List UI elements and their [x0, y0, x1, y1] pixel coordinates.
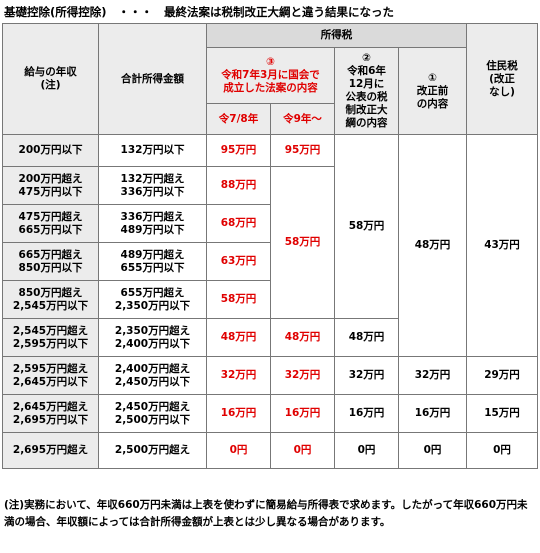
col1-cell: 16万円	[398, 394, 467, 433]
total-income-cell: 2,350万円超え 2,400万円以下	[98, 318, 207, 357]
table-row: 2,645万円超え 2,695万円以下 2,450万円超え 2,500万円以下 …	[2, 394, 538, 433]
resident-cell: 0円	[466, 432, 538, 469]
total-income-cell: 2,450万円超え 2,500万円以下	[98, 394, 207, 433]
total-income-cell: 2,500万円超え	[98, 432, 207, 469]
col3a-cell: 0円	[206, 432, 271, 469]
col3a-cell: 95万円	[206, 134, 271, 167]
col3b-cell: 16万円	[270, 394, 335, 433]
col3b-cell: 0円	[270, 432, 335, 469]
resident-cell: 29万円	[466, 356, 538, 395]
col2-cell: 0円	[334, 432, 399, 469]
col1-cell: 32万円	[398, 356, 467, 395]
table-row: 2,595万円超え 2,645万円以下 2,400万円超え 2,450万円以下 …	[2, 356, 538, 395]
col3b-cell: 48万円	[270, 318, 335, 357]
basic-deduction-table: 給与の年収 (注) 合計所得金額 所得税 住民税 (改正 なし) ③ 令和7年3…	[2, 23, 538, 469]
total-income-cell: 132万円超え 336万円以下	[98, 166, 207, 205]
table-row: 200万円超え 475万円以下 132万円超え 336万円以下 88万円 58万…	[2, 166, 538, 319]
income-cell: 475万円超え 665万円以下	[2, 204, 99, 243]
table-row: 200万円以下 132万円以下 95万円 95万円 58万円 48万円 43万円	[2, 134, 538, 357]
total-income-cell: 2,400万円超え 2,450万円以下	[98, 356, 207, 395]
income-cell: 200万円以下	[2, 134, 99, 167]
header-col3b: 令9年～	[270, 103, 335, 135]
col3b-cell: 95万円	[270, 134, 335, 167]
table-row: 850万円超え 2,545万円以下 655万円超え 2,350万円以下 58万円	[2, 280, 538, 319]
resident-cell: 15万円	[466, 394, 538, 433]
income-cell: 850万円超え 2,545万円以下	[2, 280, 99, 319]
page-title: 基礎控除(所得控除) ・・・ 最終法案は税制改正大綱と違う結果になった	[4, 5, 395, 19]
header-col3-enacted-law: ③ 令和7年3月に国会で 成立した法案の内容	[206, 47, 335, 104]
income-cell: 2,595万円超え 2,645万円以下	[2, 356, 99, 395]
header-col3a: 令7/8年	[206, 103, 271, 135]
col3a-cell: 88万円	[206, 166, 271, 205]
header-income-tax: 所得税	[206, 23, 467, 48]
header-resident-tax: 住民税 (改正 なし)	[466, 23, 538, 135]
col1-cell: 0円	[398, 432, 467, 469]
income-cell: 2,545万円超え 2,595万円以下	[2, 318, 99, 357]
income-cell: 665万円超え 850万円以下	[2, 242, 99, 281]
resident-merged-cell: 43万円	[466, 134, 538, 357]
col2-cell: 48万円	[334, 318, 399, 357]
footnote: (注)実務において、年収660万円未満は上表を使わずに簡易給与所得表で求めます。…	[4, 499, 528, 528]
col3a-cell: 58万円	[206, 280, 271, 319]
col3b-merged-cell: 58万円	[270, 166, 335, 319]
col2-merged-cell: 58万円	[334, 134, 399, 319]
table-row: 2,545万円超え 2,595万円以下 2,350万円超え 2,400万円以下 …	[2, 318, 538, 357]
total-income-cell: 489万円超え 655万円以下	[98, 242, 207, 281]
col2-cell: 16万円	[334, 394, 399, 433]
total-income-cell: 132万円以下	[98, 134, 207, 167]
col1-merged-cell: 48万円	[398, 134, 467, 357]
header-total-income: 合計所得金額	[98, 23, 207, 135]
total-income-cell: 336万円超え 489万円以下	[98, 204, 207, 243]
income-cell: 200万円超え 475万円以下	[2, 166, 99, 205]
col3a-cell: 63万円	[206, 242, 271, 281]
col3b-cell: 32万円	[270, 356, 335, 395]
col3a-cell: 48万円	[206, 318, 271, 357]
col3a-cell: 68万円	[206, 204, 271, 243]
header-col2-tax-reform-outline: ② 令和6年 12月に 公表の税 制改正大 綱の内容	[334, 47, 399, 135]
table-row: 665万円超え 850万円以下 489万円超え 655万円以下 63万円	[2, 242, 538, 281]
col3a-cell: 32万円	[206, 356, 271, 395]
income-cell: 2,695万円超え	[2, 432, 99, 469]
income-cell: 2,645万円超え 2,695万円以下	[2, 394, 99, 433]
header-col1-before-reform: ① 改正前 の内容	[398, 47, 467, 135]
total-income-cell: 655万円超え 2,350万円以下	[98, 280, 207, 319]
header-income: 給与の年収 (注)	[2, 23, 99, 135]
table-row: 475万円超え 665万円以下 336万円超え 489万円以下 68万円	[2, 204, 538, 243]
col2-cell: 32万円	[334, 356, 399, 395]
table-row: 2,695万円超え 2,500万円超え 0円 0円 0円 0円 0円	[2, 432, 538, 469]
col3a-cell: 16万円	[206, 394, 271, 433]
